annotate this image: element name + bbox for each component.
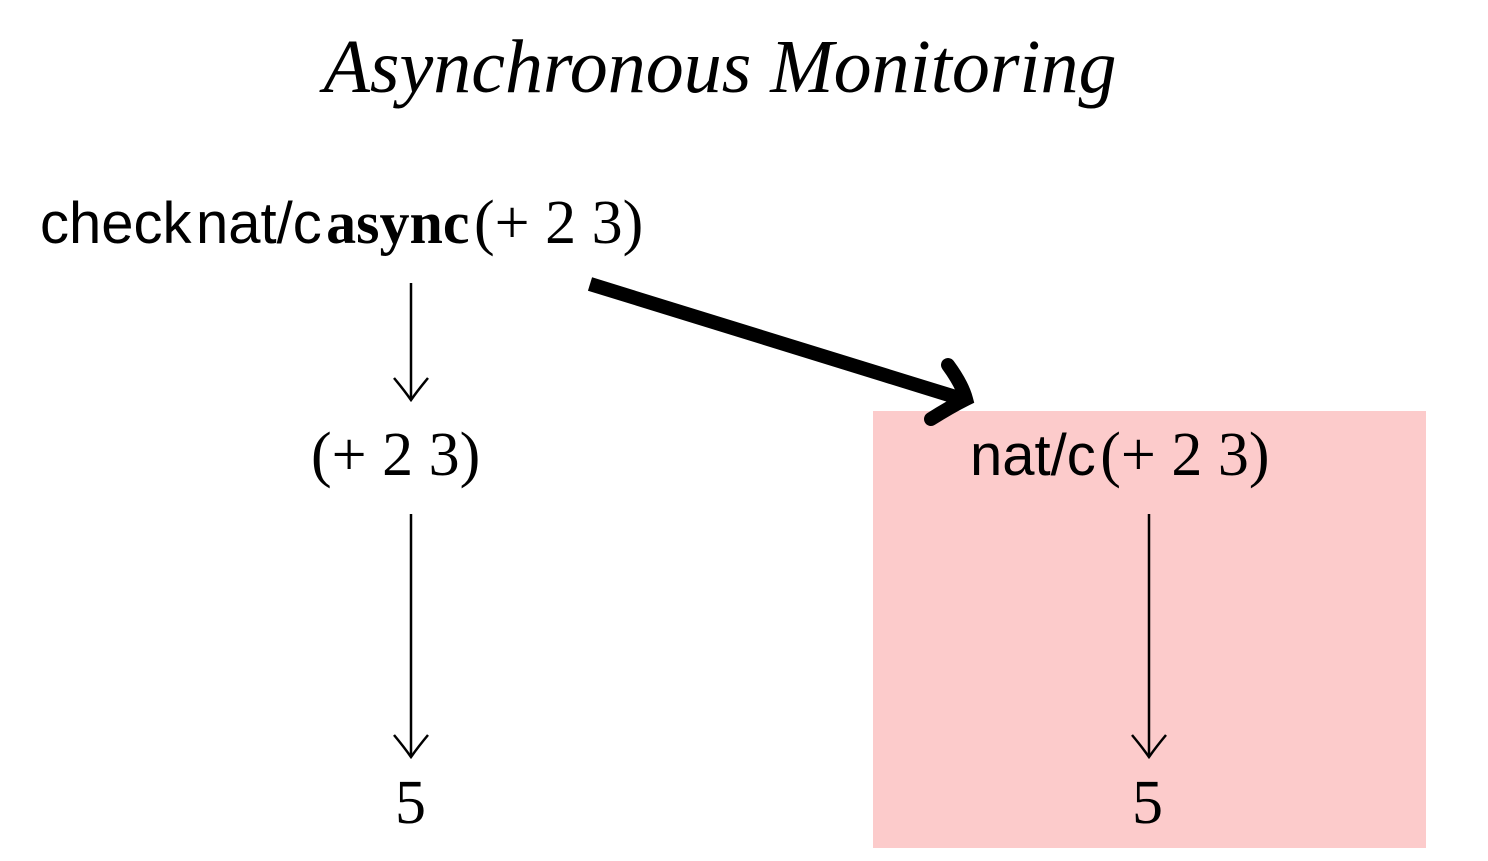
async-keyword: async [326,190,470,256]
monitor-expression: nat/c (+ 2 3) [970,420,1269,490]
async-spawn-arrow [587,277,975,426]
left-step-arrow-2 [393,514,429,760]
left-result: 5 [395,769,426,837]
right-result: 5 [1132,769,1163,837]
contract-name: nat/c [195,191,322,256]
monitor-addition-expression: (+ 2 3) [1100,421,1270,489]
right-step-arrow [1131,514,1167,760]
middle-expression: (+ 2 3) [311,421,481,489]
left-step-arrow-1 [393,283,429,403]
check-async-expression: check nat/c async (+ 2 3) [40,188,643,258]
addition-expression: (+ 2 3) [473,189,644,257]
monitor-contract-name: nat/c [970,423,1096,488]
check-keyword: check [40,191,192,256]
diagram-title: Asynchronous Monitoring [323,25,1117,109]
